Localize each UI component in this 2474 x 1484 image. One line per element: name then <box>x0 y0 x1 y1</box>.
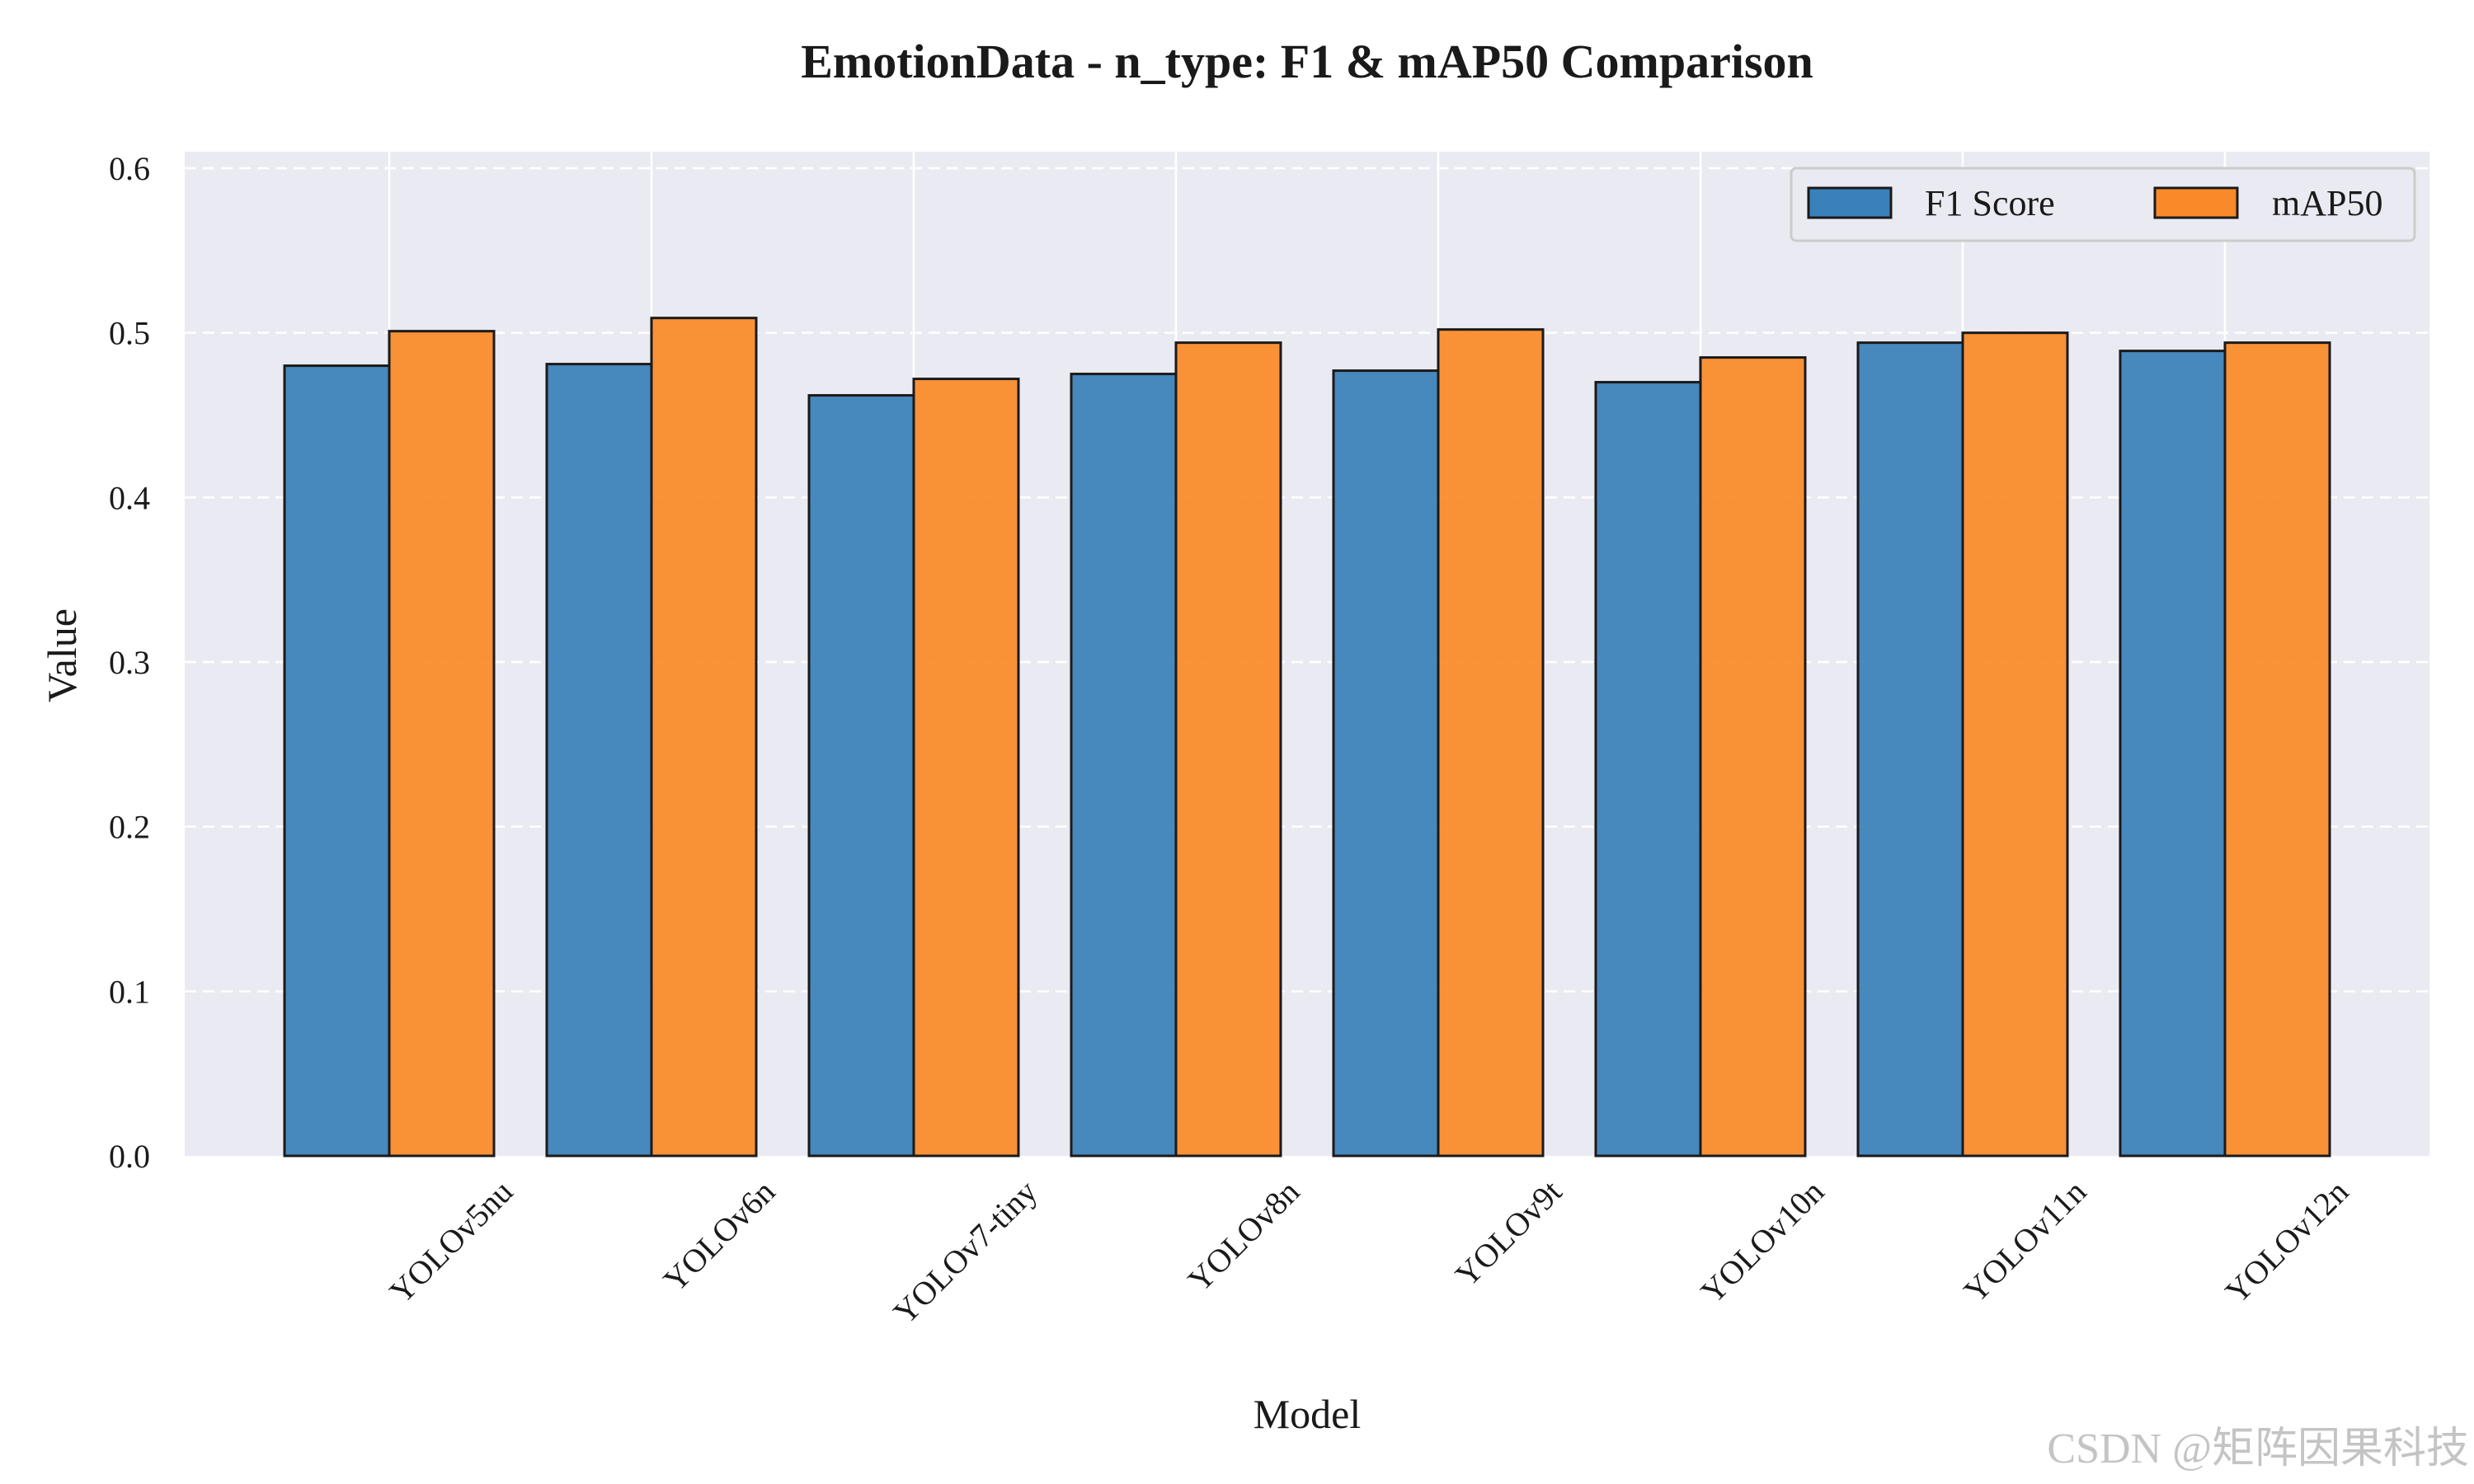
bar-map50-yolov10n <box>1699 356 1807 1158</box>
x-tick-label-yolov10n: YOLOv10n <box>1693 1173 1831 1311</box>
bar-map50-yolov9t <box>1437 328 1545 1158</box>
y-axis-label: Value <box>39 608 85 702</box>
x-tick-label-yolov11n: YOLOv11n <box>1956 1173 2093 1310</box>
y-tick-label: 0.4 <box>109 479 150 516</box>
legend-swatch-f1-score <box>1807 186 1893 219</box>
bar-map50-yolov5nu <box>388 330 496 1158</box>
legend-swatch-map50 <box>2153 186 2239 219</box>
legend: F1 Score mAP50 <box>1790 167 2416 242</box>
bar-f1-score-yolov10n <box>1594 381 1702 1158</box>
y-tick-label: 0.0 <box>109 1138 150 1175</box>
y-tick-label: 0.5 <box>109 315 150 352</box>
bar-f1-score-yolov12n <box>2119 350 2227 1158</box>
watermark-text: CSDN @矩阵因果科技 <box>2047 1425 2469 1472</box>
bar-map50-yolov7-tiny <box>912 378 1020 1158</box>
bar-f1-score-yolov8n <box>1070 373 1178 1158</box>
x-tick-label-yolov12n: YOLOv12n <box>2218 1173 2355 1311</box>
chart-title: EmotionData - n_type: F1 & mAP50 Compari… <box>801 35 1813 88</box>
plot-area <box>185 152 2429 1156</box>
bar-map50-yolov8n <box>1174 341 1282 1158</box>
bar-f1-score-yolov6n <box>545 363 653 1158</box>
bar-f1-score-yolov7-tiny <box>807 394 915 1158</box>
x-tick-labels: YOLOv5nu YOLOv6n YOLOv7-tiny YOLOv8n YOLOv9t… <box>382 1173 2355 1331</box>
legend-label-f1-score: F1 Score <box>1925 183 2055 223</box>
bar-f1-score-yolov9t <box>1332 369 1440 1158</box>
bar-f1-score-yolov5nu <box>283 364 391 1158</box>
bar-map50-yolov11n <box>1961 331 2069 1158</box>
bars <box>283 317 2331 1158</box>
x-tick-label-yolov8n: YOLOv8n <box>1181 1173 1307 1299</box>
y-tick-label: 0.2 <box>109 809 150 846</box>
x-axis-label: Model <box>1253 1391 1362 1437</box>
legend-box <box>1790 167 2416 242</box>
x-tick-label-yolov7-tiny: YOLOv7-tiny <box>886 1173 1044 1331</box>
y-tick-label: 0.3 <box>109 644 150 681</box>
bar-f1-score-yolov11n <box>1856 341 1964 1158</box>
bar-map50-yolov6n <box>650 317 758 1158</box>
x-tick-label-yolov9t: YOLOv9t <box>1448 1173 1569 1294</box>
bar-map50-yolov12n <box>2223 341 2331 1158</box>
y-tick-labels: 0.0 0.1 0.2 0.3 0.4 0.5 0.6 <box>109 150 150 1175</box>
x-tick-label-yolov5nu: YOLOv5nu <box>382 1173 520 1311</box>
legend-label-map50: mAP50 <box>2272 183 2382 223</box>
y-tick-label: 0.6 <box>109 150 150 187</box>
y-tick-label: 0.1 <box>109 973 150 1010</box>
x-tick-label-yolov6n: YOLOv6n <box>656 1173 783 1299</box>
